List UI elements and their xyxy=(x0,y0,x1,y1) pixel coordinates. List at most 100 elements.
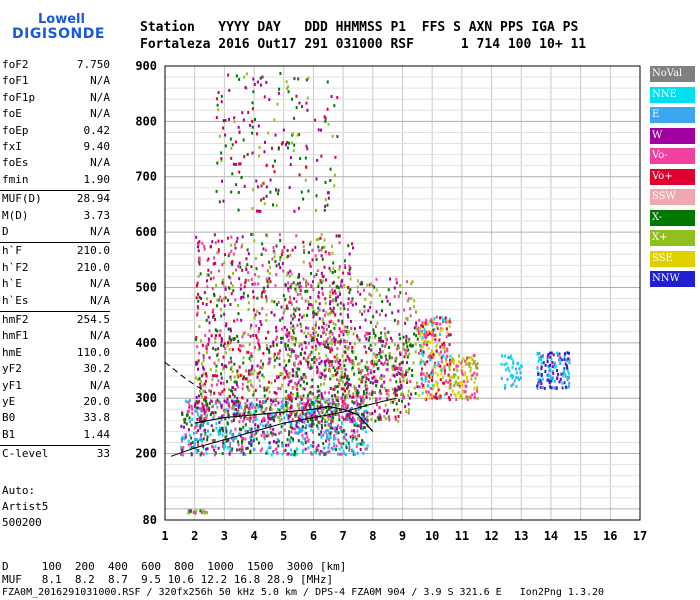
echo-point xyxy=(242,332,245,336)
echo-point xyxy=(294,343,297,347)
echo-point xyxy=(255,132,258,136)
echo-point xyxy=(283,408,286,412)
echo-point xyxy=(290,412,293,416)
echo-point xyxy=(239,349,242,353)
echo-point xyxy=(347,315,350,319)
echo-point xyxy=(471,393,474,397)
echo-point xyxy=(197,299,200,303)
echo-point xyxy=(349,342,352,346)
echo-point xyxy=(343,307,346,311)
echo-point xyxy=(259,384,262,388)
echo-point xyxy=(196,345,199,349)
echo-point xyxy=(538,356,541,360)
echo-point xyxy=(352,332,355,336)
echo-point xyxy=(260,434,263,438)
echo-point xyxy=(290,448,293,452)
echo-point xyxy=(384,313,387,317)
x-tick-label: 8 xyxy=(369,529,376,543)
echo-point xyxy=(311,306,314,310)
echo-point xyxy=(266,386,269,390)
echo-point xyxy=(375,288,378,292)
echo-point xyxy=(362,421,365,425)
echo-point xyxy=(333,298,336,302)
echo-point xyxy=(383,386,386,390)
echo-point xyxy=(426,393,429,397)
param-row: D N/A xyxy=(2,225,110,241)
echo-point xyxy=(218,333,221,337)
echo-point xyxy=(295,431,298,435)
echo-point xyxy=(238,130,241,134)
echo-point xyxy=(338,379,341,383)
echo-point xyxy=(342,387,345,391)
echo-point xyxy=(351,448,354,452)
echo-point xyxy=(303,420,306,424)
x-tick-label: 10 xyxy=(425,529,439,543)
echo-point xyxy=(278,431,281,435)
echo-point xyxy=(279,318,282,322)
echo-point xyxy=(222,447,225,451)
echo-point xyxy=(257,441,260,445)
echo-point xyxy=(229,281,232,285)
echo-point xyxy=(224,346,227,350)
echo-point xyxy=(318,362,321,366)
echo-point xyxy=(248,405,251,409)
echo-point xyxy=(421,367,424,371)
echo-point xyxy=(395,281,398,285)
echo-point xyxy=(512,382,515,386)
echo-point xyxy=(352,360,355,364)
param-name: hmF2 xyxy=(2,313,29,326)
echo-point xyxy=(239,434,242,438)
echo-point xyxy=(281,383,284,387)
echo-point xyxy=(419,362,422,366)
echo-point xyxy=(559,362,562,366)
echo-point xyxy=(275,337,278,341)
echo-point xyxy=(230,338,233,342)
echo-point xyxy=(323,265,326,269)
echo-point xyxy=(299,353,302,357)
echo-point xyxy=(324,363,327,367)
echo-point xyxy=(369,368,372,372)
echo-point xyxy=(220,336,223,340)
echo-point xyxy=(420,352,423,356)
echo-point xyxy=(476,361,479,365)
param-name: M(D) xyxy=(2,208,29,222)
echo-point xyxy=(326,420,329,424)
echo-point xyxy=(328,359,331,363)
echo-point xyxy=(429,386,432,390)
echo-point xyxy=(274,413,277,417)
echo-point xyxy=(237,339,240,343)
echo-point xyxy=(216,329,219,333)
echo-point xyxy=(216,97,219,101)
echo-point xyxy=(184,399,187,403)
echo-point xyxy=(336,395,339,399)
echo-point xyxy=(435,343,438,347)
echo-point xyxy=(368,283,371,287)
echo-point xyxy=(330,415,333,419)
echo-point xyxy=(260,184,263,188)
echo-point xyxy=(454,394,457,398)
echo-point xyxy=(302,277,305,281)
x-tick-label: 17 xyxy=(633,529,647,543)
echo-point xyxy=(404,321,407,325)
echo-point xyxy=(316,311,319,315)
echo-point xyxy=(542,386,545,390)
echo-point xyxy=(362,392,365,396)
echo-point xyxy=(338,267,341,271)
echo-point xyxy=(329,423,332,427)
echo-point xyxy=(268,441,271,445)
echo-point xyxy=(214,451,217,455)
echo-point xyxy=(421,337,424,341)
echo-point xyxy=(278,233,281,237)
echo-point xyxy=(198,258,201,262)
echo-point xyxy=(197,359,200,363)
echo-point xyxy=(348,449,351,453)
echo-point xyxy=(190,436,193,440)
echo-point xyxy=(324,204,327,208)
echo-point xyxy=(202,359,205,363)
echo-point xyxy=(543,386,546,390)
echo-point xyxy=(263,388,266,392)
echo-point xyxy=(297,426,300,430)
echo-point xyxy=(288,331,291,335)
echo-point xyxy=(375,398,378,402)
echo-point xyxy=(273,300,276,304)
